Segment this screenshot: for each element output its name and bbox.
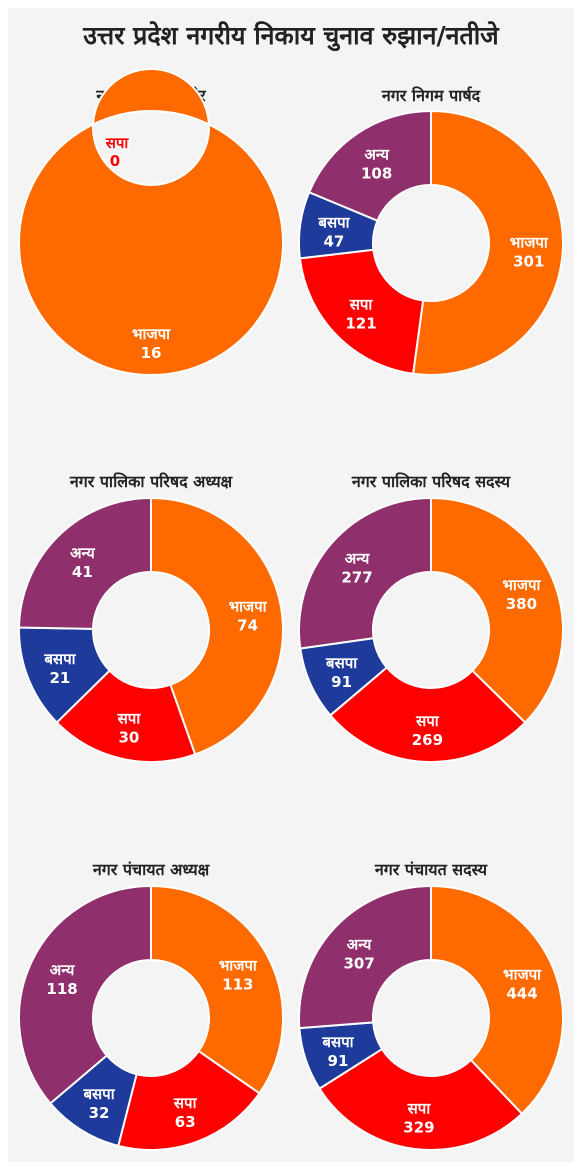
chart-title-palika-chairman: नगर पालिका परिषद अध्यक्ष <box>69 472 233 491</box>
chart-1-slice-3 <box>307 109 432 223</box>
chart-2-slice-1-value: 30 <box>118 728 139 746</box>
chart-4-slice-2-label: बसपा <box>82 1085 115 1103</box>
chart-1-slice-3-value: 108 <box>361 164 392 182</box>
chart-1-slice-1-label: सपा <box>349 296 374 314</box>
chart-1-slice-2-value: 47 <box>324 232 345 250</box>
chart-title-palika-member: नगर पालिका परिषद सदस्य <box>351 472 511 491</box>
chart-5-slice-3-value: 307 <box>343 954 374 972</box>
chart-3-slice-2-value: 91 <box>331 673 352 691</box>
chart-1-slice-1-value: 121 <box>345 315 376 333</box>
chart-2-slice-2-value: 21 <box>49 669 70 687</box>
chart-4-slice-2-value: 32 <box>89 1104 110 1122</box>
chart-3-slice-0-label: भाजपा <box>502 576 541 594</box>
chart-4-slice-0-value: 113 <box>222 976 253 994</box>
chart-1-slice-1 <box>298 248 425 375</box>
chart-2-slice-3 <box>18 496 152 630</box>
chart-5-slice-3 <box>298 884 432 1030</box>
chart-4-slice-3 <box>18 884 152 1105</box>
chart-title-panchayat-chairman: नगर पंचायत अध्यक्ष <box>92 860 210 879</box>
chart-1-slice-3-label: अन्य <box>364 145 390 163</box>
chart-5-slice-0-label: भाजपा <box>503 966 542 984</box>
chart-2-slice-3-value: 41 <box>72 563 93 581</box>
chart-0-slice-1-label: सपा <box>105 134 130 152</box>
chart-1-slice-0 <box>411 109 564 376</box>
chart-2-slice-1 <box>55 669 197 763</box>
chart-5-slice-0 <box>430 884 564 1116</box>
chart-5-slice-2-label: बसपा <box>321 1033 354 1051</box>
chart-2-slice-2-label: बसपा <box>43 650 76 668</box>
chart-3-slice-0 <box>430 496 564 724</box>
chart-3-slice-3-value: 277 <box>341 569 372 587</box>
chart-3-slice-0-value: 380 <box>506 595 537 613</box>
chart-1-slice-2-label: बसपा <box>317 213 350 231</box>
chart-4-slice-1 <box>117 1049 261 1151</box>
chart-3-slice-3 <box>298 496 432 650</box>
chart-3-slice-1 <box>328 666 527 764</box>
chart-2-slice-1-label: सपा <box>117 709 142 727</box>
chart-5-slice-0-value: 444 <box>506 985 537 1003</box>
chart-0-slice-0-label: भाजपा <box>132 325 171 343</box>
chart-2-slice-0-label: भाजपा <box>229 597 268 615</box>
chart-3-slice-1-value: 269 <box>412 731 443 749</box>
chart-2-slice-3-label: अन्य <box>70 544 96 562</box>
chart-0-slice-0-value: 16 <box>141 344 162 362</box>
chart-4-slice-3-value: 118 <box>46 980 77 998</box>
chart-4-slice-3-label: अन्य <box>50 961 76 979</box>
chart-3-slice-1-label: सपा <box>415 712 440 730</box>
chart-5-slice-1-label: सपा <box>407 1099 432 1117</box>
chart-5-slice-2-value: 91 <box>328 1052 349 1070</box>
chart-2-slice-0-value: 74 <box>237 616 258 634</box>
chart-title-corporator: नगर निगम पार्षद <box>381 86 481 105</box>
chart-4-slice-0 <box>150 884 284 1095</box>
chart-1-slice-0-value: 301 <box>513 253 544 271</box>
chart-0-slice-0 <box>18 68 284 376</box>
main-title: उत्तर प्रदेश नगरीय निकाय चुनाव रुझान/नती… <box>83 21 499 50</box>
chart-1-slice-0-label: भाजपा <box>510 234 549 252</box>
chart-4-slice-1-label: सपा <box>173 1094 198 1112</box>
chart-5-slice-1-value: 329 <box>403 1118 434 1136</box>
chart-title-panchayat-member: नगर पंचायत सदस्य <box>374 860 488 879</box>
chart-5-slice-3-label: अन्य <box>347 935 373 953</box>
chart-0-slice-1-value: 0 <box>110 152 120 170</box>
chart-3-slice-2-label: बसपा <box>325 654 358 672</box>
chart-2-slice-0 <box>150 496 284 756</box>
chart-5-slice-1 <box>318 1047 524 1151</box>
chart-4-slice-0-label: भाजपा <box>219 957 258 975</box>
chart-4-slice-1-value: 63 <box>175 1113 196 1131</box>
chart-3-slice-3-label: अन्य <box>345 550 371 568</box>
